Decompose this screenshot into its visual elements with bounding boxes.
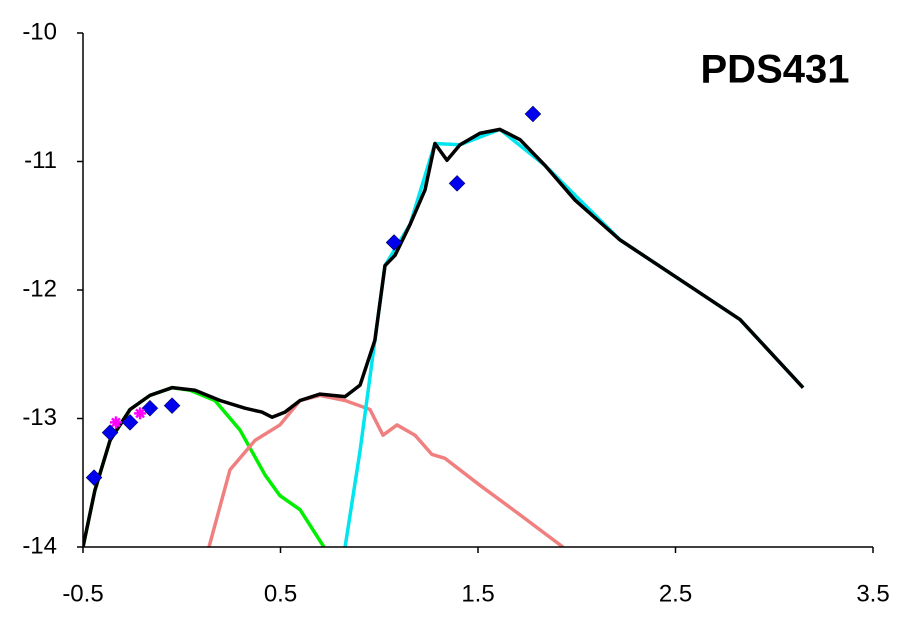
- data-point: [85, 469, 103, 486]
- series-line: [343, 127, 805, 547]
- y-tick-label: -14: [22, 532, 57, 559]
- data-point: [109, 416, 122, 429]
- y-tick-label: -12: [22, 275, 57, 302]
- y-tick-label: -11: [24, 147, 57, 174]
- plot-area: [83, 105, 805, 547]
- x-tick-label: 3.5: [856, 580, 889, 607]
- y-tick-label: -10: [22, 18, 57, 45]
- data-point: [448, 174, 466, 192]
- data-point: [385, 234, 403, 251]
- series-line: [83, 127, 805, 547]
- x-tick-label: 2.5: [659, 580, 692, 607]
- data-point: [134, 407, 147, 420]
- data-point: [524, 105, 542, 123]
- chart-title: PDS431: [701, 48, 850, 92]
- data-point: [121, 414, 139, 431]
- data-point: [101, 424, 119, 441]
- series-line: [207, 393, 564, 547]
- x-tick-label: -0.5: [62, 580, 103, 607]
- x-tick-label: 0.5: [264, 580, 297, 607]
- x-tick-label: 1.5: [461, 580, 494, 607]
- y-tick-label: -13: [22, 404, 57, 431]
- data-point: [163, 397, 181, 415]
